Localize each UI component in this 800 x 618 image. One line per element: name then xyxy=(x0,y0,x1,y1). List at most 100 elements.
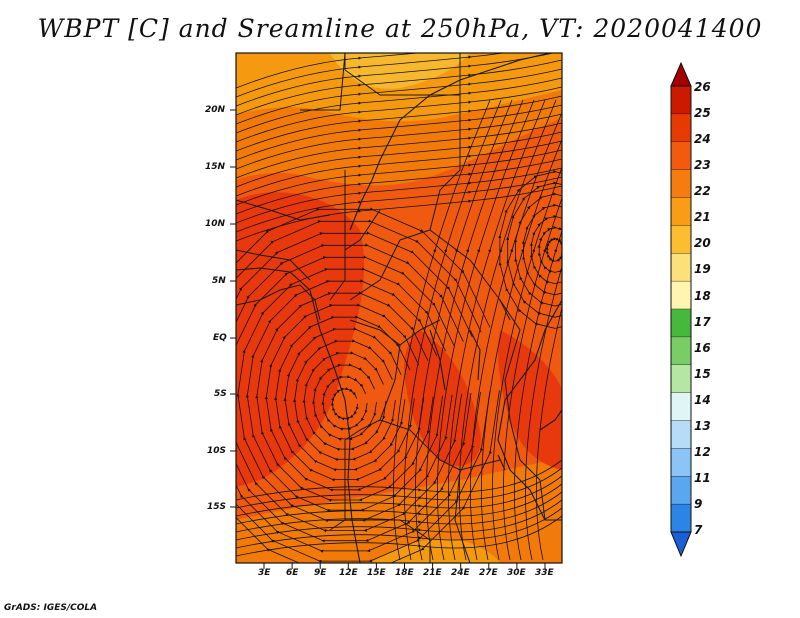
country-borders xyxy=(236,53,562,563)
lon-label-15e: 15E xyxy=(367,568,386,578)
country-border xyxy=(236,284,321,321)
streamline xyxy=(236,149,562,206)
colorbar-bottom-arrow xyxy=(670,531,692,558)
lat-label-5n: 5N xyxy=(212,276,226,286)
lon-label-3e: 3E xyxy=(258,568,271,578)
colorbar-segment xyxy=(670,392,692,422)
streamline xyxy=(236,122,562,179)
colorbar-segment xyxy=(670,308,692,338)
lon-label-21e: 21E xyxy=(423,568,442,578)
colorbar-frame xyxy=(670,85,692,533)
colorbar-segment xyxy=(670,141,692,171)
colorbar-label-24: 24 xyxy=(694,132,711,146)
streamline xyxy=(236,53,556,107)
map-frame xyxy=(235,52,563,564)
streamline xyxy=(415,99,513,561)
streamline xyxy=(236,68,562,125)
country-border xyxy=(344,209,381,251)
streamline xyxy=(498,170,562,329)
coastline xyxy=(497,454,506,471)
map-title: WBPT [C] and Sreamline at 250hPa, VT: 20… xyxy=(37,14,763,43)
country-border xyxy=(379,419,501,471)
coastline xyxy=(236,267,361,563)
colorbar-label-17: 17 xyxy=(694,315,711,329)
country-border xyxy=(236,249,311,281)
country-border xyxy=(499,299,521,461)
country-border xyxy=(429,229,511,321)
coastline xyxy=(539,409,562,431)
streamline xyxy=(536,306,562,561)
colorbar-label-15: 15 xyxy=(694,367,711,381)
country-border xyxy=(345,519,431,563)
country-border xyxy=(454,469,471,563)
colorbar-label-16: 16 xyxy=(694,341,711,355)
streamline xyxy=(404,99,502,561)
colorbar-segment xyxy=(670,197,692,227)
streamlines xyxy=(236,53,562,563)
colorbar-label-14: 14 xyxy=(694,393,711,407)
lat-label-10s: 10S xyxy=(207,446,227,456)
colorbar-label-20: 20 xyxy=(694,236,711,250)
lon-label-12e: 12E xyxy=(339,568,358,578)
country-border xyxy=(236,199,331,221)
lon-label-18e: 18E xyxy=(395,568,414,578)
country-border xyxy=(300,53,346,111)
streamline xyxy=(236,491,562,533)
country-border xyxy=(329,170,346,301)
lat-label-10n: 10N xyxy=(205,219,226,229)
colorbar-segment xyxy=(670,448,692,477)
colorbar-label-13: 13 xyxy=(694,419,711,433)
streamline xyxy=(426,99,524,561)
country-border xyxy=(519,459,562,521)
lat-label-eq: EQ xyxy=(213,333,227,343)
streamline xyxy=(236,515,562,557)
streamline xyxy=(236,467,562,509)
coastline xyxy=(469,329,481,381)
colorbar-segment xyxy=(670,503,692,533)
streamline xyxy=(236,131,562,188)
streamline xyxy=(236,483,562,525)
coastline xyxy=(349,53,551,231)
colorbar-label-25: 25 xyxy=(694,106,711,120)
streamline xyxy=(236,59,562,116)
streamline xyxy=(236,207,500,563)
lat-label-15s: 15S xyxy=(207,502,227,512)
streamline xyxy=(236,77,562,134)
coastline xyxy=(429,329,446,391)
lon-ticks xyxy=(263,563,546,569)
streamline xyxy=(459,99,557,561)
lat-label-20n: 20N xyxy=(205,105,226,115)
colorbar-segment xyxy=(670,336,692,366)
grads-footer: GrADS: IGES/COLA xyxy=(4,603,98,613)
colorbar-label-26: 26 xyxy=(694,80,711,94)
streamline xyxy=(236,95,562,152)
streamline xyxy=(236,475,562,517)
colorbar-segment xyxy=(670,113,692,143)
streamline xyxy=(236,459,562,501)
lon-label-33e: 33E xyxy=(535,568,554,578)
streamline xyxy=(236,86,562,143)
coastline xyxy=(497,299,562,521)
coastlines xyxy=(236,53,562,563)
lon-label-30e: 30E xyxy=(507,568,526,578)
lon-label-6e: 6E xyxy=(286,568,299,578)
colorbar-label-7: 7 xyxy=(694,523,703,537)
country-border xyxy=(344,53,461,96)
colorbar xyxy=(670,61,692,558)
lat-label-5s: 5S xyxy=(214,389,227,399)
lon-label-27e: 27E xyxy=(479,568,498,578)
colorbar-label-23: 23 xyxy=(694,158,711,172)
lon-label-24e: 24E xyxy=(451,568,470,578)
streamline xyxy=(236,53,506,98)
streamline xyxy=(236,104,562,161)
streamline xyxy=(448,99,546,561)
colorbar-label-12: 12 xyxy=(694,445,711,459)
country-border xyxy=(399,95,461,241)
colorbar-segment xyxy=(670,476,692,505)
colorbar-label-22: 22 xyxy=(694,184,711,198)
colorbar-segment xyxy=(670,85,692,115)
colorbar-label-18: 18 xyxy=(694,289,711,303)
wbpt-shading xyxy=(236,53,562,563)
wbpt-fill-24-east2 xyxy=(498,330,562,470)
